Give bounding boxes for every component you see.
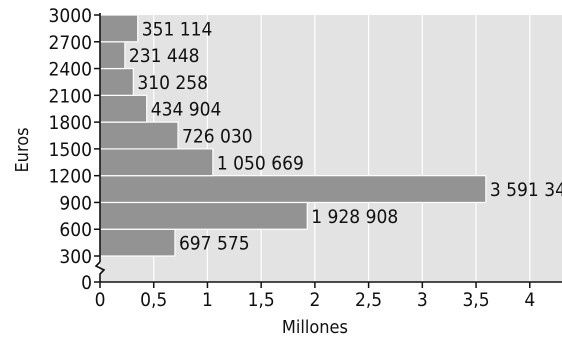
bar-value-label: 231 448 [129,45,200,67]
x-tick-label: 4 [524,289,535,311]
bar-value-label: 310 258 [137,72,208,94]
y-tick-label: 900 [59,192,92,214]
x-axis-title: Millones [282,317,348,338]
y-tick-label: 2400 [49,59,93,81]
axis-break-mark [94,261,106,282]
y-tick-label: 600 [59,219,92,241]
y-tick-label: 2700 [49,32,93,54]
bar-value-label: 1 050 669 [217,152,304,174]
bar-value-label: 1 928 908 [311,206,398,228]
bar-value-label: 351 114 [142,18,213,40]
y-axis-title: Euros [12,127,33,172]
value-labels: 697 575 1 928 908 3 591 343 1 050 669 726 03… [129,18,562,254]
axes: 0 0,5 1 1,5 2 2,5 3 3,5 403006009001200150018002… [49,5,562,311]
histogram-bar [99,175,487,204]
y-tick-label: 3000 [49,5,93,27]
bar-value-label: 3 591 343 [490,179,562,201]
x-tick-label: 3,5 [462,289,489,311]
bar-value-label: 697 575 [179,233,250,255]
x-tick-label: 0,5 [140,289,167,311]
y-tick-label: 1800 [49,112,93,134]
histogram-bar [99,67,134,96]
bar-value-label: 726 030 [182,126,253,148]
histogram-bar [99,148,214,177]
x-tick-label: 2,5 [355,289,382,311]
x-tick-label: 3 [417,289,428,311]
x-tick-label: 2 [309,289,320,311]
histogram-bar [99,14,139,43]
y-tick-label: 2100 [49,85,93,107]
histogram-bar [99,41,126,70]
x-tick-label: 1,5 [248,289,275,311]
y-tick-label: 300 [59,246,92,268]
y-tick-label: 0 [81,272,92,294]
histogram-bar [99,228,176,257]
y-tick-label: 1200 [49,166,93,188]
histogram-bar [99,121,179,150]
x-tick-label: 1 [202,289,213,311]
histogram-bar [99,201,308,230]
x-tick-label: 0 [95,289,106,311]
histogram-bar [99,94,148,123]
bar-value-label: 434 904 [151,99,222,121]
y-tick-label: 1500 [49,139,93,161]
